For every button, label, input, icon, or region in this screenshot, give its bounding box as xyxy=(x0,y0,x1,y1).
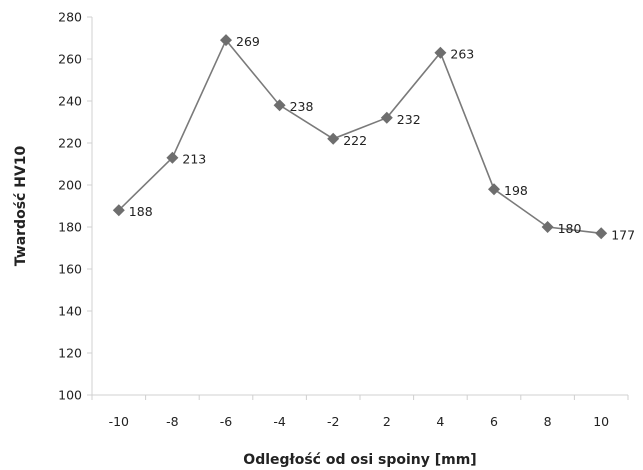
data-point-marker xyxy=(166,151,179,164)
data-point-marker xyxy=(595,227,608,240)
y-axis-title: Twardość HV10 xyxy=(13,146,29,267)
data-label: 222 xyxy=(343,133,367,148)
data-label: 213 xyxy=(182,152,206,167)
data-point-marker xyxy=(541,221,554,233)
x-tick-label: 10 xyxy=(593,414,609,429)
data-point-marker xyxy=(220,34,232,47)
data-point-marker xyxy=(112,204,125,217)
x-tick-label: 6 xyxy=(490,414,498,429)
series-line xyxy=(118,38,602,235)
markers-group xyxy=(112,34,608,240)
axes xyxy=(87,16,629,400)
x-tick-labels: -10 -8 -6 -4 -2 2 4 6 8 10 xyxy=(109,414,610,429)
x-tick-label: -2 xyxy=(327,414,339,429)
data-label: 180 xyxy=(558,221,582,236)
y-tick-label: 200 xyxy=(58,178,82,193)
y-tick-label: 260 xyxy=(58,52,82,67)
x-tick-label: -6 xyxy=(220,414,233,429)
y-tick-label: 140 xyxy=(58,304,82,319)
y-tick-label: 240 xyxy=(58,94,82,109)
data-labels-group: 188 213 269 238 222 232 263 198 180 177 xyxy=(129,34,635,242)
x-tick-label: -8 xyxy=(166,414,179,429)
y-tick-label: 280 xyxy=(58,10,82,25)
data-label: 198 xyxy=(504,183,528,198)
data-label: 177 xyxy=(611,227,635,242)
x-axis-title: Odległość od osi spoiny [mm] xyxy=(243,452,476,468)
y-tick-label: 100 xyxy=(58,388,82,403)
data-label: 269 xyxy=(236,34,260,49)
x-tick-label: -10 xyxy=(109,414,129,429)
x-tick-label: 8 xyxy=(544,414,552,429)
x-tick-label: 4 xyxy=(436,414,444,429)
series-line-group xyxy=(118,38,602,235)
y-tick-label: 220 xyxy=(58,136,82,151)
x-tick-label: 2 xyxy=(383,414,391,429)
data-point-marker xyxy=(327,132,340,145)
data-point-marker xyxy=(380,111,393,124)
data-point-marker xyxy=(434,46,447,59)
data-label: 232 xyxy=(397,112,421,127)
x-tick-label: -4 xyxy=(273,414,286,429)
data-point-marker xyxy=(488,183,500,196)
y-tick-label: 120 xyxy=(58,346,82,361)
y-tick-labels: 100 120 140 160 180 200 220 240 260 280 xyxy=(58,10,82,403)
data-label: 188 xyxy=(129,204,153,219)
data-label: 263 xyxy=(450,47,474,62)
data-label: 238 xyxy=(290,99,314,114)
y-tick-label: 180 xyxy=(58,220,82,235)
data-point-marker xyxy=(273,99,286,112)
y-tick-label: 160 xyxy=(58,262,82,277)
